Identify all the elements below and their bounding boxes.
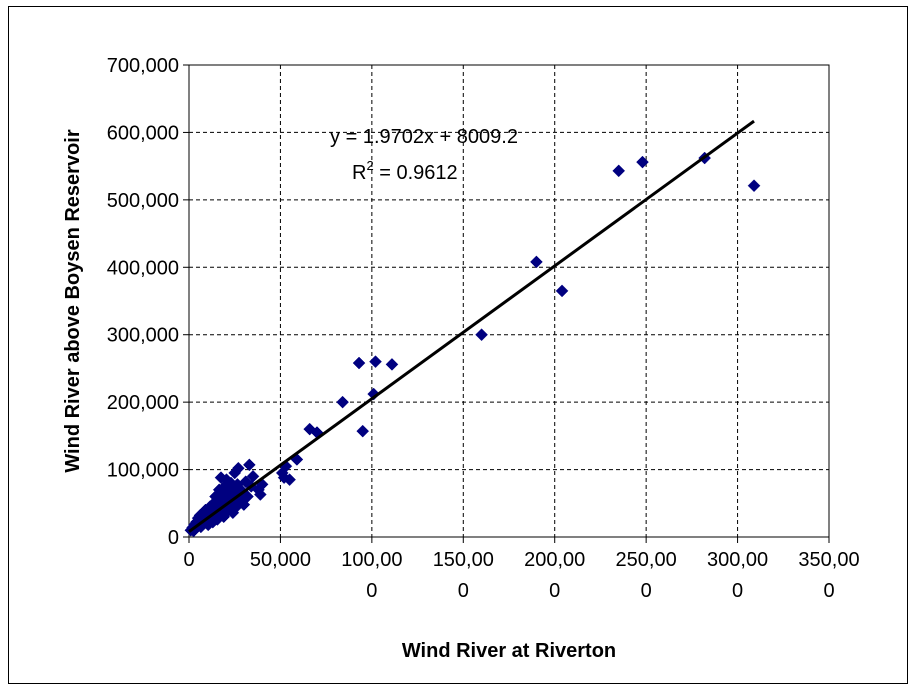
y-tick-label: 700,000	[107, 55, 179, 77]
data-point	[612, 164, 626, 178]
r-squared-superscript: 2	[366, 158, 373, 173]
trendline	[188, 119, 755, 533]
x-tick-label-line: 300,00	[707, 549, 768, 571]
data-point	[555, 284, 569, 298]
y-tick-label: 600,000	[107, 122, 179, 144]
x-tick-label-line: 0	[183, 549, 194, 571]
x-tick-label: 350,00 0	[798, 549, 859, 602]
x-tick-label: 250,00 0	[616, 549, 677, 602]
axis-labels: 0 100,00 0 200,00 0 300,00 0 400,000 500,000 600,…	[107, 55, 860, 602]
data-point	[636, 155, 649, 169]
data-point	[356, 424, 370, 438]
r-squared-label: R2 = 0.9612	[352, 158, 458, 184]
x-tick-label: 0	[183, 549, 194, 571]
x-tick-label: 100,00 0	[341, 549, 402, 602]
x-tick-label: 50,000	[250, 549, 311, 571]
data-point	[253, 488, 267, 501]
y-tick-label: 400,000	[107, 257, 179, 279]
x-tick-label-line: 0	[458, 580, 469, 602]
x-tick-label-line: 50,000	[250, 549, 311, 571]
data-point	[246, 469, 260, 483]
y-tick-label: 500,000	[107, 190, 179, 212]
data-point	[385, 358, 399, 371]
scatter-chart: 0 100,00 0 200,00 0 300,00 0 400,000 500,000 600,…	[62, 55, 860, 662]
x-tick-label-line: 0	[549, 580, 560, 602]
y-tick-label: 300,000	[107, 325, 179, 347]
r-squared-value: = 0.9612	[374, 162, 458, 184]
data-point	[352, 356, 366, 370]
data-point	[242, 458, 256, 472]
x-tick-label-line: 0	[366, 580, 377, 602]
x-tick-label-line: 250,00	[616, 549, 677, 571]
x-tick-label-line: 0	[732, 580, 743, 602]
y-tick-label: 0	[168, 527, 179, 549]
x-tick-label: 150,00 0	[433, 549, 494, 602]
y-tick-label: 100,000	[107, 460, 179, 482]
x-tick-label-line: 100,00	[341, 549, 402, 571]
data-points	[184, 151, 761, 538]
data-point	[475, 328, 488, 342]
x-tick-label: 300,00 0	[707, 549, 768, 602]
x-axis-title: Wind River at Riverton	[402, 640, 616, 662]
data-point	[241, 490, 254, 503]
r-squared-prefix: R	[352, 162, 366, 184]
trendline-group	[188, 119, 755, 533]
data-point	[369, 355, 382, 369]
data-point	[747, 179, 761, 193]
data-point	[530, 255, 543, 269]
gridlines	[189, 65, 829, 537]
x-tick-label: 200,00 0	[524, 549, 585, 602]
x-tick-label-line: 0	[823, 580, 834, 602]
trendline-equation: y = 1.9702x + 8009.2	[330, 126, 518, 148]
axes	[183, 64, 830, 543]
data-point	[283, 473, 296, 487]
y-tick-label: 200,000	[107, 392, 179, 414]
x-tick-label-line: 200,00	[524, 549, 585, 571]
chart-frame: 0 100,00 0 200,00 0 300,00 0 400,000 500,000 600,…	[8, 6, 908, 684]
data-point	[336, 395, 349, 409]
x-tick-label-line: 0	[641, 580, 652, 602]
x-tick-label-line: 350,00	[798, 549, 859, 571]
y-axis-title: Wind River above Boysen Reservoir	[62, 129, 84, 472]
data-point	[232, 461, 245, 475]
x-tick-label-line: 150,00	[433, 549, 494, 571]
